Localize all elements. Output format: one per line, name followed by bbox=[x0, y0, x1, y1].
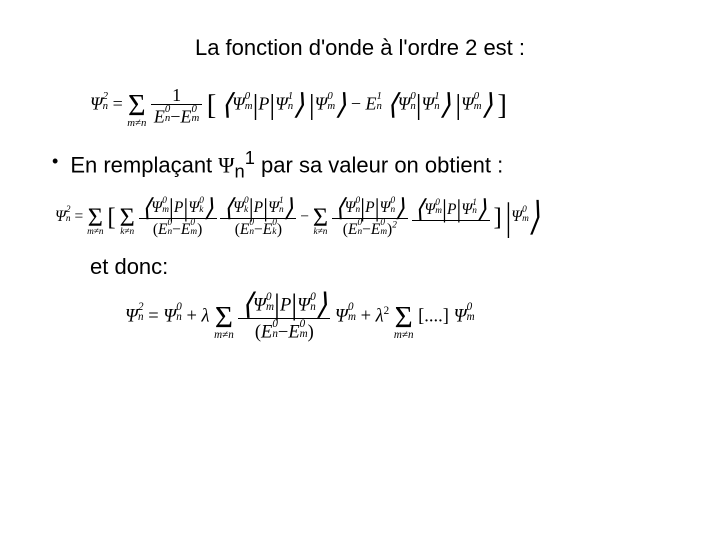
equation-3: Ψ2n = Ψ0n + λ Σm≠n ⟨Ψ0m|P|Ψ0n⟩ (E0n−E0m)… bbox=[125, 292, 690, 342]
equation-2: Ψ2n = Σm≠n [ Σk≠n ⟨Ψ0m|P|Ψ0k⟩ (E0n−E0m) … bbox=[55, 197, 690, 238]
slide-title: La fonction d'onde à l'ordre 2 est : bbox=[30, 35, 690, 61]
et-donc-text: et donc: bbox=[90, 254, 690, 280]
bullet-text: En remplaçant Ψn1 par sa valeur on obtie… bbox=[70, 147, 503, 183]
bullet-item: • En remplaçant Ψn1 par sa valeur on obt… bbox=[52, 147, 690, 183]
bullet-marker: • bbox=[52, 147, 58, 175]
equation-1: Ψ2n = Σm≠n 1 E0n−E0m [ ⟨Ψ0m|P|Ψ1n⟩ |Ψ0m⟩… bbox=[90, 83, 690, 127]
